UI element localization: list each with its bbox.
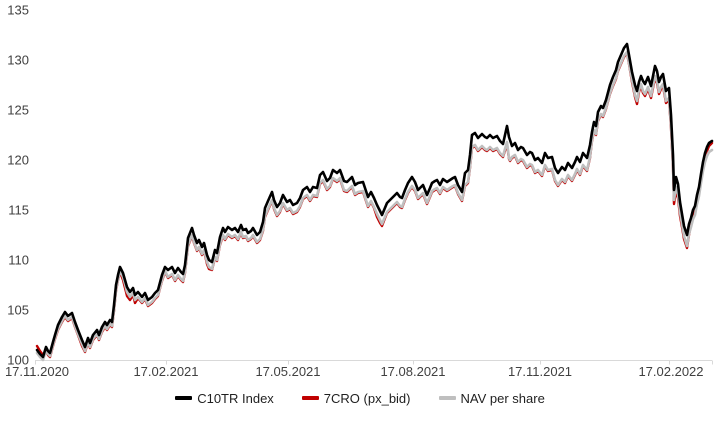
chart-legend: C10TR Index 7CRO (px_bid) NAV per share — [0, 388, 720, 408]
legend-item-nav-per-share: NAV per share — [438, 390, 545, 406]
y-axis-tick-label: 115 — [8, 203, 29, 218]
x-axis-tick-label: 17.02.2021 — [133, 364, 198, 379]
legend-line-swatch — [175, 396, 193, 400]
legend-label: NAV per share — [460, 390, 545, 406]
legend-line-swatch — [301, 396, 319, 400]
y-axis-tick-label: 100 — [7, 353, 29, 368]
legend-item-c10tr-index: C10TR Index — [175, 391, 274, 406]
y-axis-tick-label: 105 — [7, 303, 29, 318]
x-axis-tick-label: 17.08.2021 — [380, 364, 445, 379]
series-line-nav-per-share — [35, 50, 714, 362]
legend-line-swatch — [438, 396, 456, 400]
x-axis-tick-label: 17.11.2021 — [508, 364, 572, 379]
y-axis-tick-label: 125 — [7, 103, 29, 118]
y-axis-tick-label: 130 — [7, 53, 29, 68]
y-axis-tick-label: 135 — [7, 3, 29, 18]
legend-item-7cro-px-bid: 7CRO (px_bid) — [301, 390, 411, 406]
y-axis-tick-label: 120 — [7, 153, 29, 168]
series-line-c10tr-index — [35, 42, 714, 359]
legend-label: C10TR Index — [197, 390, 274, 406]
x-axis-tick-label: 17.11.2020 — [5, 364, 69, 379]
x-axis-tick-label: 17.02.2022 — [638, 364, 703, 379]
legend-label: 7CRO (px_bid) — [323, 390, 411, 406]
series-line-7cro-px-bid — [35, 51, 714, 359]
y-axis-tick-label: 110 — [8, 253, 29, 268]
x-axis-tick-label: 17.05.2021 — [255, 364, 320, 379]
